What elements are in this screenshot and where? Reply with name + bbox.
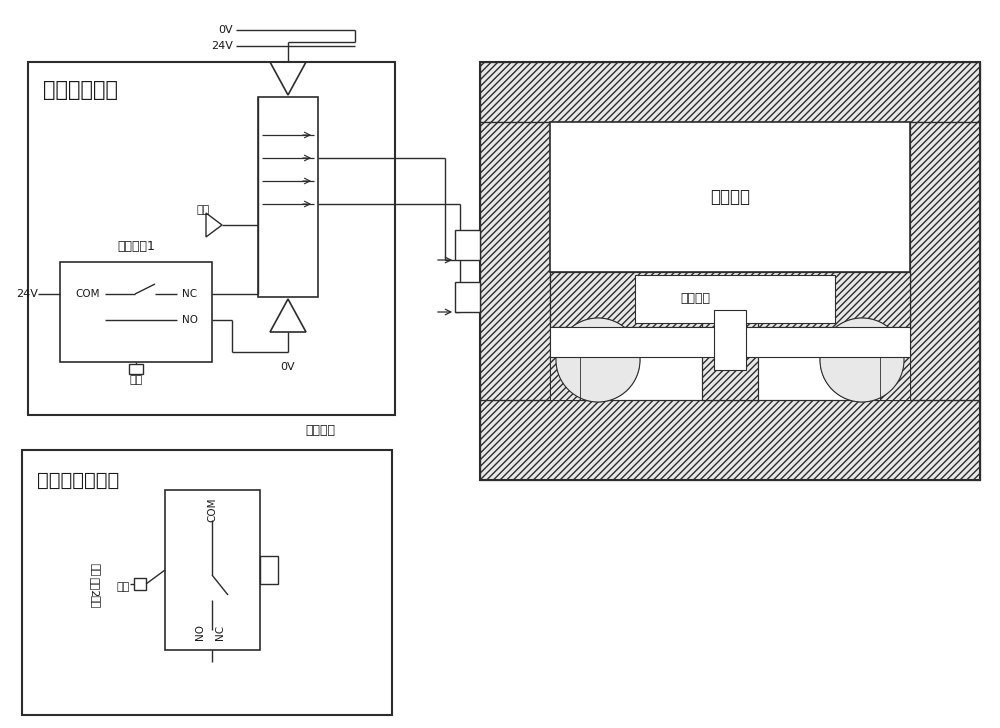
Text: 连接探针: 连接探针 (305, 424, 335, 437)
Text: NO: NO (195, 624, 205, 640)
Bar (22, 450, 392, 715)
Bar (550, 357, 580, 400)
Text: 安全: 安全 (89, 596, 99, 609)
Text: 24V: 24V (211, 41, 233, 51)
Text: 开关2: 开关2 (89, 577, 99, 597)
Bar (258, 97, 318, 297)
Bar (28, 62, 395, 415)
Bar (550, 327, 910, 357)
Text: 主盘供气模块: 主盘供气模块 (43, 80, 118, 100)
Text: 气源: 气源 (196, 205, 210, 215)
Bar (910, 122, 980, 400)
Text: NO: NO (182, 315, 198, 325)
Circle shape (556, 318, 640, 402)
Bar (480, 122, 550, 400)
Bar (550, 272, 910, 327)
Bar (880, 357, 910, 400)
Text: 锁紧缸体: 锁紧缸体 (710, 188, 750, 206)
Bar (480, 62, 980, 122)
Bar (550, 357, 580, 400)
Bar (550, 272, 910, 327)
Bar (480, 122, 550, 400)
Bar (480, 400, 980, 480)
Bar (880, 357, 910, 400)
Text: 触头: 触头 (129, 375, 143, 385)
Text: COM: COM (76, 289, 100, 299)
Bar (480, 400, 980, 480)
Text: 释放缸体: 释放缸体 (680, 293, 710, 306)
Bar (550, 122, 910, 272)
Bar (260, 556, 278, 584)
Bar (702, 280, 758, 400)
Bar (455, 282, 480, 312)
Bar (635, 275, 835, 323)
Bar (455, 230, 480, 260)
Text: COM: COM (207, 498, 217, 522)
Bar (480, 62, 980, 480)
Text: NC: NC (215, 625, 225, 640)
Bar (165, 490, 260, 650)
Bar (129, 364, 143, 374)
Text: 触板: 触板 (89, 563, 99, 577)
Bar (60, 262, 212, 362)
Text: 工具盘配合模块: 工具盘配合模块 (37, 470, 119, 489)
Text: 安全开关1: 安全开关1 (117, 240, 155, 253)
Bar (714, 310, 746, 370)
Bar (910, 122, 980, 400)
Text: 触头: 触头 (117, 582, 130, 592)
Text: NC: NC (182, 289, 198, 299)
Text: 0V: 0V (281, 362, 295, 372)
Bar (134, 578, 146, 590)
Text: 0V: 0V (218, 25, 233, 35)
Text: 24V: 24V (16, 289, 38, 299)
Circle shape (820, 318, 904, 402)
Bar (702, 280, 758, 400)
Bar (480, 62, 980, 122)
